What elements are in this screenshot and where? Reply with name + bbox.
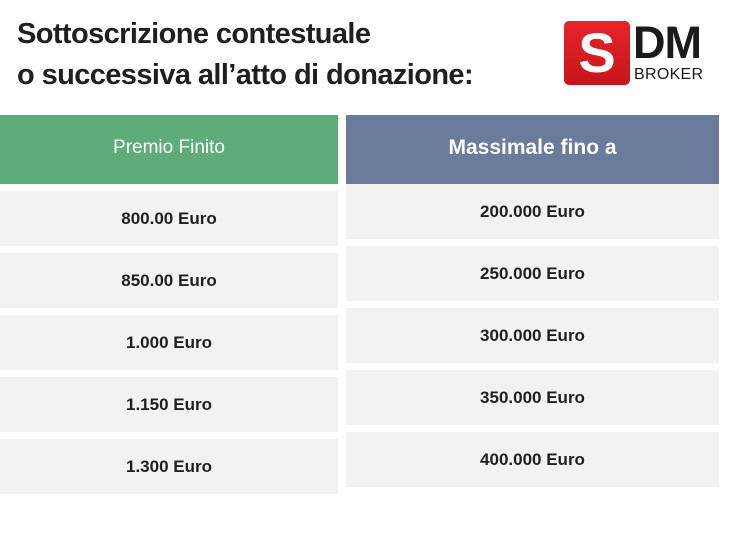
logo-subtitle: BROKER [634, 66, 704, 83]
title-line-1: Sottoscrizione contestuale [17, 18, 371, 50]
massimale-column: Massimale fino a 200.000 Euro 250.000 Eu… [346, 115, 719, 487]
massimale-cell: 300.000 Euro [346, 308, 719, 363]
page-title: Sottoscrizione contestuale o successiva … [17, 14, 557, 96]
massimale-cell: 250.000 Euro [346, 246, 719, 301]
premio-cell: 1.300 Euro [0, 439, 338, 494]
premio-cell: 850.00 Euro [0, 253, 338, 308]
premio-header: Premio Finito [0, 115, 338, 184]
massimale-cell: 400.000 Euro [346, 432, 719, 487]
premio-cell: 1.000 Euro [0, 315, 338, 370]
title-line-2: o successiva all’atto di donazione: [17, 59, 474, 91]
logo-letters: DM [633, 17, 702, 68]
logo-mark: S [564, 21, 630, 85]
sdm-broker-logo: S DM BROKER [564, 17, 712, 87]
massimale-cell: 350.000 Euro [346, 370, 719, 425]
massimale-header: Massimale fino a [346, 115, 719, 184]
massimale-cell: 200.000 Euro [346, 184, 719, 239]
premio-cell: 800.00 Euro [0, 191, 338, 246]
premio-column: Premio Finito 800.00 Euro 850.00 Euro 1.… [0, 115, 338, 494]
premio-cell: 1.150 Euro [0, 377, 338, 432]
